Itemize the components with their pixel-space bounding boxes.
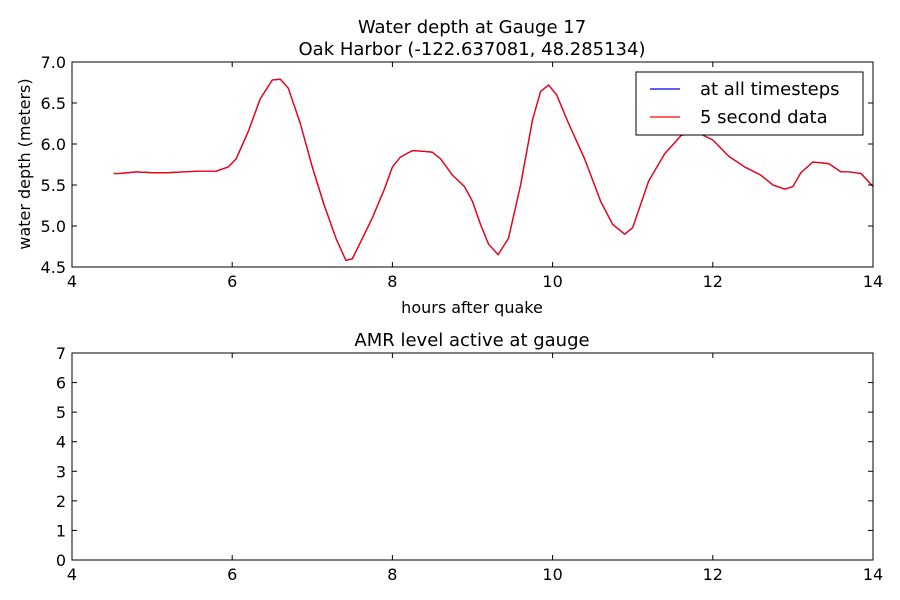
chart1-series-group xyxy=(113,78,874,262)
chart2-xtick-label: 8 xyxy=(387,565,397,584)
chart1-xtick-label: 14 xyxy=(863,272,883,291)
chart2-y-ticks: 0 1 2 3 4 5 6 7 xyxy=(56,344,873,570)
chart1-ytick-label: 4.5 xyxy=(41,258,66,277)
series-line-5-second-data xyxy=(113,78,874,262)
chart1-xtick-label: 10 xyxy=(542,272,562,291)
chart2-frame xyxy=(71,352,874,561)
chart1-ytick-label: 5.0 xyxy=(41,217,66,236)
amr-level-chart: AMR level active at gauge 4 6 8 10 12 14 0123… xyxy=(56,330,883,584)
chart1-ytick-label: 7.0 xyxy=(41,53,66,72)
chart2-xtick-label: 4 xyxy=(67,565,77,584)
chart1-xlabel: hours after quake xyxy=(401,298,543,317)
chart2-x-ticks: 4 6 8 10 12 14 xyxy=(67,353,883,584)
chart2-ytick-label: 6 xyxy=(56,374,66,393)
chart1-xtick-label: 4 xyxy=(67,272,77,291)
chart1-subtitle: Oak Harbor (-122.637081, 48.285134) xyxy=(299,39,646,60)
legend-label-5-second: 5 second data xyxy=(700,107,828,128)
chart1-xtick-label: 8 xyxy=(387,272,397,291)
legend-label-all-timesteps: at all timesteps xyxy=(700,79,840,100)
chart1-xtick-label: 12 xyxy=(703,272,723,291)
chart1-ylabel: water depth (meters) xyxy=(15,78,34,249)
water-depth-chart: Water depth at Gauge 17 Oak Harbor (-122… xyxy=(15,17,883,317)
chart1-y-ticks: 4.5 5.0 5.5 6.0 6.5 7.0 xyxy=(41,53,873,277)
chart2-xtick-label: 14 xyxy=(863,565,883,584)
chart2-ytick-label: 4 xyxy=(56,433,66,452)
chart1-ytick-label: 6.5 xyxy=(41,94,66,113)
chart2-ytick-label: 2 xyxy=(56,492,66,511)
chart2-ytick-label: 5 xyxy=(56,403,66,422)
chart2-ytick-label: 3 xyxy=(56,462,66,481)
chart1-legend: at all timesteps 5 second data xyxy=(635,71,864,136)
chart1-x-ticks: 4 6 8 10 12 14 xyxy=(67,62,883,291)
chart2-ytick-label: 0 xyxy=(56,551,66,570)
chart1-xtick-label: 6 xyxy=(227,272,237,291)
chart2-xtick-label: 10 xyxy=(542,565,562,584)
chart1-ytick-label: 6.0 xyxy=(41,135,66,154)
chart1-ytick-label: 5.5 xyxy=(41,176,66,195)
chart2-xtick-label: 12 xyxy=(703,565,723,584)
chart2-ytick-label: 1 xyxy=(56,521,66,540)
chart1-frame xyxy=(71,61,874,268)
legend-box xyxy=(635,71,864,136)
chart2-ytick-label: 7 xyxy=(56,344,66,363)
chart1-title: Water depth at Gauge 17 xyxy=(358,17,586,38)
chart2-title: AMR level active at gauge xyxy=(354,330,589,351)
chart2-xtick-label: 6 xyxy=(227,565,237,584)
